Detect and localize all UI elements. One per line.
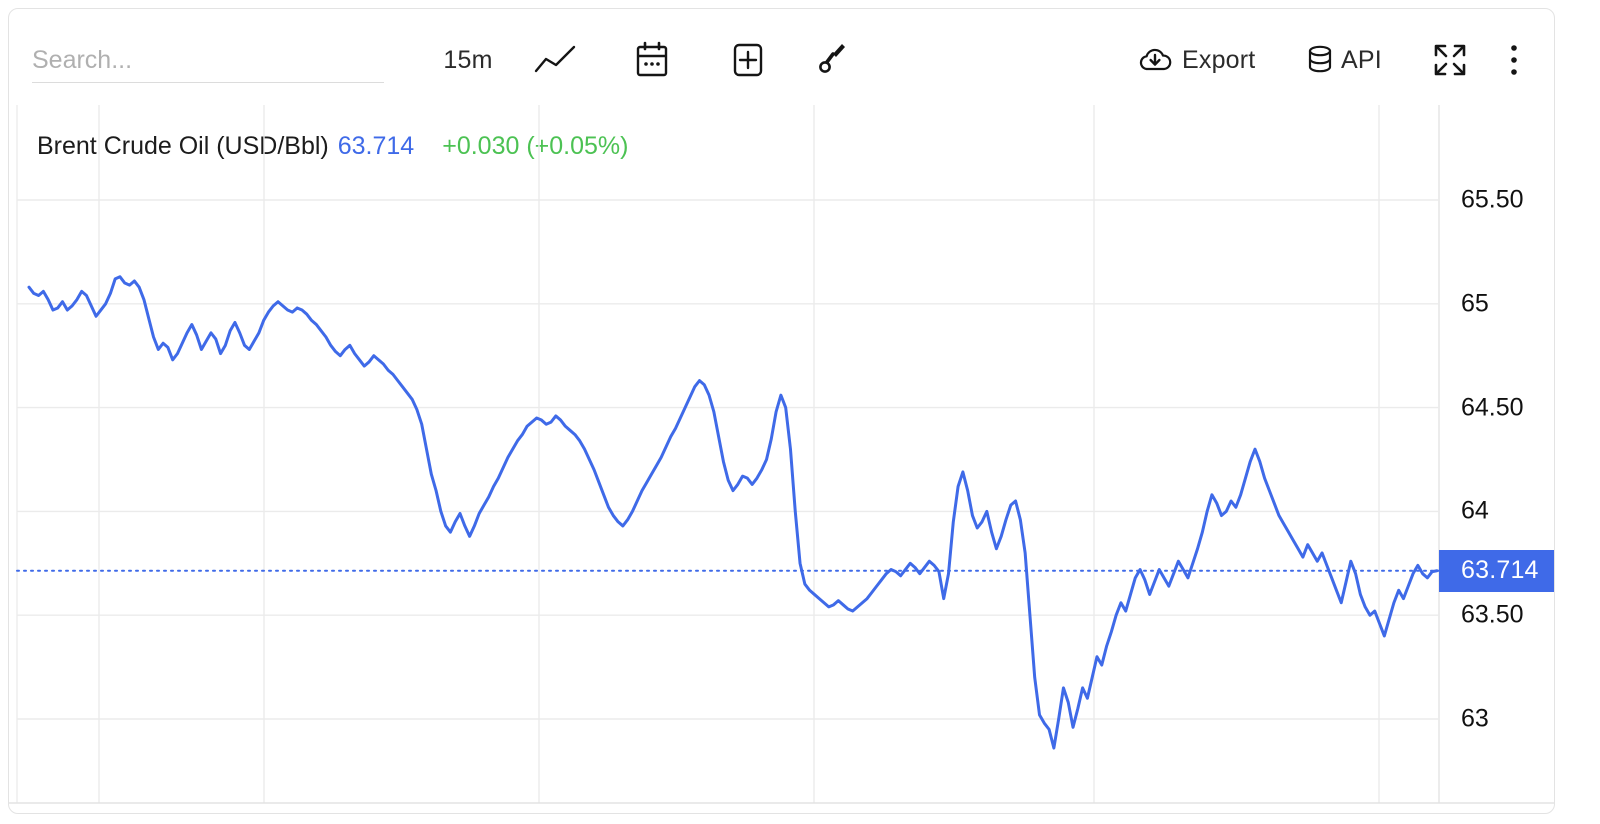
current-price: 63.714: [337, 132, 415, 160]
y-axis-tick-label: 63.50: [1461, 600, 1524, 629]
api-button[interactable]: API: [1306, 35, 1400, 85]
calendar-button[interactable]: [627, 35, 677, 85]
api-label: API: [1341, 45, 1382, 74]
more-vertical-icon: [1508, 43, 1520, 77]
search-input[interactable]: [32, 39, 384, 81]
y-axis-tick-label: 65.50: [1461, 185, 1524, 214]
price-badge-label: 63.714: [1461, 556, 1539, 585]
line-chart-icon: [534, 45, 576, 75]
wrench-icon: [816, 41, 852, 79]
fullscreen-expand-icon: [1432, 42, 1468, 78]
quote-header: Brent Crude Oil (USD/Bbl) 63.714 +0.030 …: [37, 132, 628, 161]
price-change: +0.030 (+0.05%): [442, 132, 629, 160]
y-axis-tick-label: 64: [1461, 496, 1489, 525]
y-axis-tick-label: 63: [1461, 704, 1489, 733]
add-indicator-button[interactable]: [723, 35, 773, 85]
instrument-name: Brent Crude Oil (USD/Bbl): [37, 132, 329, 160]
interval-button[interactable]: 15m: [433, 35, 503, 85]
chart-type-button[interactable]: [527, 35, 583, 85]
export-button[interactable]: Export: [1137, 35, 1277, 85]
plus-box-icon: [730, 41, 766, 79]
chart-card: 15m: [8, 8, 1555, 814]
toolbar: 15m: [9, 9, 1554, 105]
interval-label: 15m: [443, 45, 493, 74]
export-label: Export: [1182, 45, 1256, 74]
more-options-button[interactable]: [1496, 35, 1532, 85]
y-axis-tick-label: 64.50: [1461, 393, 1524, 422]
price-chart-svg: [9, 105, 1554, 804]
y-axis-tick-label: 65: [1461, 289, 1489, 318]
current-price-badge: 63.714: [1439, 549, 1554, 592]
cloud-download-icon: [1137, 46, 1173, 74]
database-icon: [1306, 44, 1334, 76]
search-field-wrapper: [32, 39, 384, 83]
fullscreen-button[interactable]: [1426, 35, 1474, 85]
chart-plot-area[interactable]: 65.50 65 64.50 64 63.50 63 63.714: [9, 105, 1554, 813]
calendar-icon: [634, 41, 670, 79]
settings-button[interactable]: [809, 35, 859, 85]
